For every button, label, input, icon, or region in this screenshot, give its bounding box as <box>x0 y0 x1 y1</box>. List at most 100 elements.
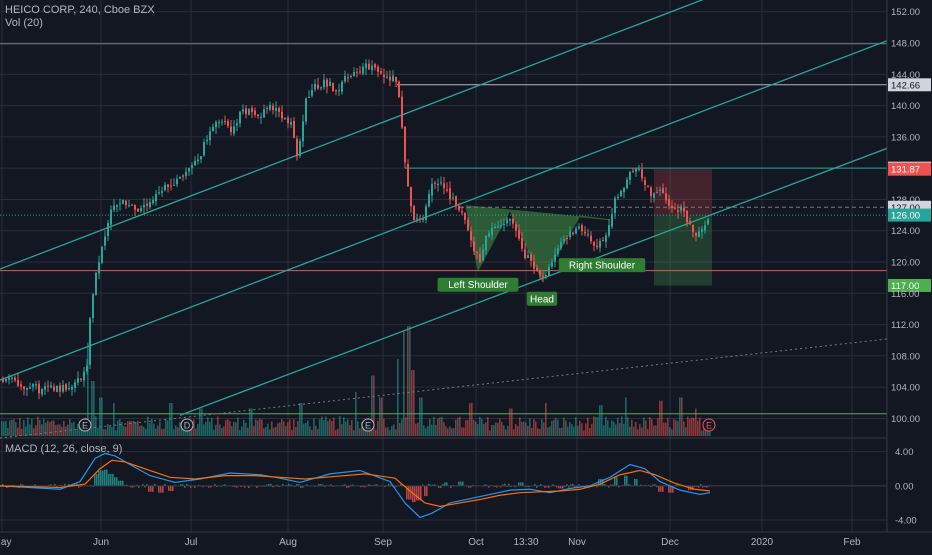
volume-bar <box>653 425 655 436</box>
volume-bar <box>565 420 567 436</box>
volume-bar <box>307 420 309 436</box>
candle-body <box>464 212 466 220</box>
volume-bar <box>613 421 615 436</box>
macd-histogram-bar <box>406 485 408 500</box>
volume-bar <box>627 417 629 436</box>
macd-histogram-bar <box>540 484 542 486</box>
event-marker[interactable]: E <box>361 418 375 432</box>
macd-histogram-bar <box>68 484 70 486</box>
volume-bar <box>429 418 431 436</box>
macd-axis-label: -4.00 <box>895 516 917 527</box>
volume-bar <box>591 423 593 436</box>
candle-body <box>77 378 79 383</box>
volume-bar <box>483 423 485 436</box>
symbol-legend[interactable]: HEICO CORP, 240, Cboe BZX <box>5 4 155 16</box>
time-axis[interactable]: May Jun Jul Aug Sep Oct 13:30 Nov Dec 2020 Feb <box>0 531 932 550</box>
macd-histogram-bar <box>102 470 104 486</box>
volume-bar <box>227 419 229 436</box>
candle-body <box>38 383 40 394</box>
volume-bar <box>549 426 551 436</box>
macd-legend[interactable]: MACD (12, 26, close, 9) <box>5 443 123 455</box>
candle-body <box>701 229 703 232</box>
volume-bar <box>151 419 153 436</box>
volume-bar <box>247 427 249 436</box>
macd-histogram-bar <box>256 485 258 488</box>
volume-bar <box>337 428 339 436</box>
volume-bar <box>601 405 603 436</box>
macd-histogram-bar <box>440 485 442 488</box>
candle-body <box>533 261 535 269</box>
candle-body <box>50 385 52 388</box>
candle-body <box>422 218 424 221</box>
volume-bar <box>55 425 57 436</box>
event-marker[interactable]: E <box>78 418 92 432</box>
candle-body <box>14 377 16 381</box>
volume-bar <box>361 422 363 436</box>
time-axis-label: May <box>0 537 11 548</box>
volume-bar <box>275 426 277 436</box>
candle-body <box>332 83 334 92</box>
macd-histogram-bar <box>428 483 430 486</box>
price-tag: 152.00 <box>891 7 920 18</box>
candle-body <box>209 131 211 141</box>
candle-body <box>380 71 382 74</box>
volume-bar <box>243 420 245 436</box>
volume-bar <box>345 421 347 436</box>
volume-bar <box>369 428 371 436</box>
candle-body <box>539 270 541 276</box>
macd-histogram-bar <box>288 483 290 486</box>
candle-body <box>131 204 133 206</box>
price-tag: 108.00 <box>891 351 920 362</box>
volume-bar <box>567 426 569 436</box>
candle-body <box>419 218 421 220</box>
macd-histogram-bar <box>460 481 462 486</box>
volume-bar <box>223 426 225 436</box>
volume-bar <box>477 424 479 436</box>
price-tag-label: 112.00 <box>891 320 919 331</box>
candle-body <box>2 379 4 382</box>
volume-legend[interactable]: Vol (20) <box>5 17 43 29</box>
volume-bar <box>409 326 411 436</box>
macd-histogram-bar <box>80 485 82 487</box>
macd-histogram-bar <box>348 485 350 488</box>
volume-bar <box>267 423 269 436</box>
volume-bar <box>597 416 599 436</box>
macd-histogram-bar <box>114 477 116 486</box>
macd-histogram-bar <box>574 485 576 488</box>
macd-histogram-bar <box>652 484 654 486</box>
candle-body <box>566 237 568 239</box>
volume-bar <box>215 424 217 436</box>
volume-bar <box>1 421 3 436</box>
candle-body <box>206 139 208 142</box>
candle-body <box>698 231 700 238</box>
macd-histogram-bar <box>570 484 572 486</box>
event-marker[interactable]: E <box>702 418 716 432</box>
volume-bar <box>547 427 549 436</box>
volume-bar <box>657 418 659 436</box>
candle-body <box>632 170 634 172</box>
macd-histogram-bar <box>22 484 24 486</box>
volume-bar <box>19 418 21 436</box>
candle-body <box>239 111 241 124</box>
candle-body <box>707 219 709 225</box>
event-marker[interactable]: D <box>180 418 194 432</box>
macd-histogram-bar <box>600 479 602 486</box>
volume-bar <box>645 420 647 436</box>
macd-histogram-bar <box>290 484 292 486</box>
volume-bar <box>45 422 47 436</box>
volume-bar <box>559 428 561 436</box>
candle-body <box>89 318 91 365</box>
volume-bar <box>417 422 419 436</box>
macd-histogram-bar <box>190 485 192 488</box>
macd-histogram-bar <box>320 484 322 486</box>
macd-histogram-bar <box>318 483 320 486</box>
candle-body <box>659 189 661 191</box>
candle-body <box>368 63 370 70</box>
macd-histogram-bar <box>430 484 432 486</box>
price-tag: 126.00 <box>888 208 931 222</box>
macd-histogram-bar <box>672 485 674 493</box>
volume-bar <box>101 397 103 436</box>
volume-bar <box>259 418 261 436</box>
candle-body <box>98 262 100 274</box>
